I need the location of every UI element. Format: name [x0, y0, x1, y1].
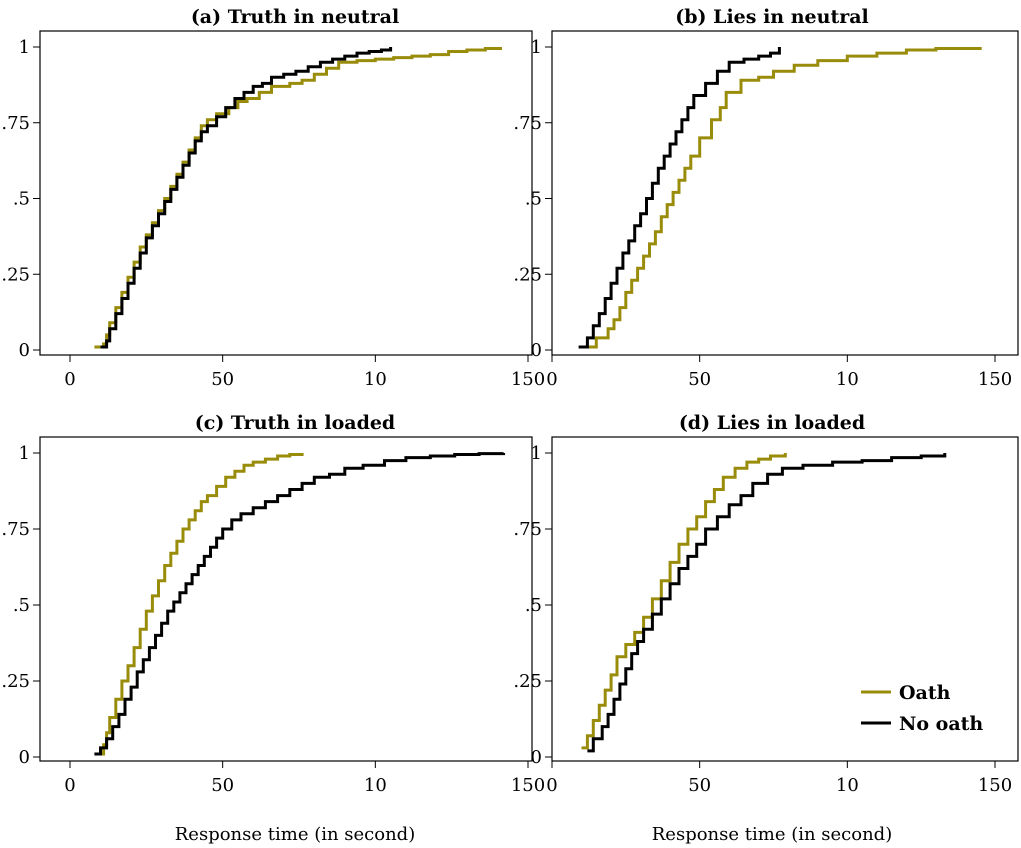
series-line-oath — [94, 47, 502, 349]
legend: Oath No oath — [861, 682, 983, 735]
y-tick-label: .75 — [513, 519, 542, 540]
x-tick-label: 0 — [64, 775, 75, 796]
x-tick-label: 10 — [364, 775, 387, 796]
y-tick-label: .25 — [513, 264, 542, 285]
y-tick-label: .5 — [525, 189, 542, 210]
panel-title: (c) Truth in loaded — [195, 412, 395, 434]
y-tick-label: 1 — [531, 37, 542, 58]
y-tick-label: .25 — [1, 671, 30, 692]
y-tick-label: 0 — [531, 340, 542, 361]
y-tick-label: 1 — [531, 443, 542, 464]
plot-frame — [551, 436, 1019, 762]
legend-label-no-oath: No oath — [899, 713, 983, 735]
x-axis-label: Response time (in second) — [652, 824, 892, 845]
y-tick-label: 0 — [19, 340, 30, 361]
series-line-no-oath — [100, 47, 393, 349]
plot-frame — [39, 436, 533, 762]
x-tick-label: 150 — [511, 775, 545, 796]
panel-title: (d) Lies in loaded — [679, 412, 865, 434]
x-tick-label: 10 — [364, 369, 387, 390]
x-tick-label: 10 — [836, 775, 859, 796]
y-tick-label: 1 — [19, 37, 30, 58]
x-tick-label: 50 — [688, 369, 711, 390]
series-line-no-oath — [578, 47, 781, 349]
x-tick-label: 50 — [211, 369, 234, 390]
x-tick-label: 0 — [64, 369, 75, 390]
y-tick-label: 1 — [19, 443, 30, 464]
y-tick-label: .75 — [513, 113, 542, 134]
plot-frame — [551, 30, 1019, 356]
y-tick-label: .5 — [13, 595, 30, 616]
series-line-oath — [581, 453, 787, 750]
y-tick-label: .25 — [513, 671, 542, 692]
panel-truth-in-loaded: (c) Truth in loaded Response time (in se… — [1, 412, 545, 845]
y-tick-label: .5 — [525, 595, 542, 616]
y-tick-label: 0 — [531, 747, 542, 768]
x-tick-label: 0 — [546, 369, 557, 390]
y-tick-label: 0 — [19, 747, 30, 768]
plot-frame — [39, 30, 533, 356]
x-tick-label: 150 — [511, 369, 545, 390]
x-axis-label: Response time (in second) — [175, 824, 415, 845]
y-tick-label: .25 — [1, 264, 30, 285]
legend-label-oath: Oath — [899, 682, 951, 704]
x-tick-label: 0 — [546, 775, 557, 796]
x-tick-label: 10 — [836, 369, 859, 390]
series-line-no-oath — [94, 452, 506, 756]
panel-lies-in-loaded: (d) Lies in loaded Response time (in sec… — [513, 412, 1019, 845]
x-tick-label: 150 — [978, 369, 1012, 390]
x-tick-label: 50 — [211, 775, 234, 796]
y-tick-label: .75 — [1, 519, 30, 540]
y-tick-label: .5 — [13, 189, 30, 210]
panel-title: (b) Lies in neutral — [675, 6, 869, 28]
series-line-no-oath — [587, 453, 947, 753]
y-tick-label: .75 — [1, 113, 30, 134]
panel-title: (a) Truth in neutral — [191, 6, 399, 28]
series-line-oath — [97, 453, 304, 756]
series-line-oath — [581, 47, 982, 349]
x-tick-label: 50 — [688, 775, 711, 796]
x-tick-label: 150 — [978, 775, 1012, 796]
